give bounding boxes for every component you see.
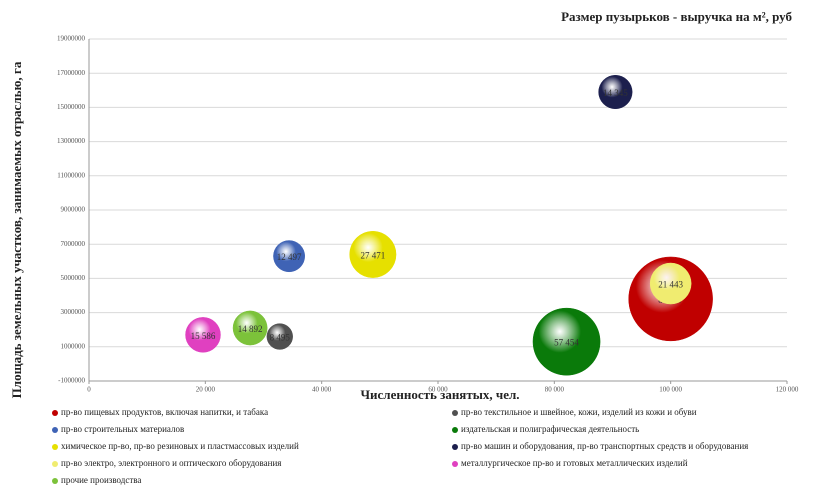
bubble-label: 57 454 xyxy=(554,338,579,348)
x-tick-label: 80 000 xyxy=(545,386,565,394)
bubble-label: 14 345 xyxy=(603,88,628,98)
bubble-label: 8 495 xyxy=(270,333,291,343)
y-tick-label: 11000000 xyxy=(57,171,85,179)
y-tick-label: 15000000 xyxy=(57,103,86,111)
legend-label: издательская и полиграфическая деятельно… xyxy=(461,424,639,434)
y-tick-label: 1000000 xyxy=(61,342,86,350)
legend-label: пр-во пищевых продуктов, включая напитки… xyxy=(61,407,268,417)
y-tick-label: -1000000 xyxy=(58,377,85,385)
legend-label: пр-во строительных материалов xyxy=(61,424,184,434)
legend-swatch xyxy=(52,410,58,416)
y-tick-label: 13000000 xyxy=(57,137,86,145)
y-tick-label: 5000000 xyxy=(61,274,86,282)
legend-label: металлургическое пр-во и готовых металли… xyxy=(461,458,688,468)
y-tick-label: 3000000 xyxy=(61,308,86,316)
legend-label: прочие производства xyxy=(61,475,141,485)
bubble xyxy=(598,74,633,110)
legend-swatch xyxy=(452,444,458,450)
y-tick-label: 17000000 xyxy=(57,69,86,77)
x-tick-label: 40 000 xyxy=(312,386,332,394)
bubble-label: 12 497 xyxy=(277,252,302,262)
x-tick-label: 20 000 xyxy=(196,386,216,394)
y-axis-label: Площадь земельных участков, занимаемых о… xyxy=(9,61,24,398)
bubble-label: 15 586 xyxy=(191,331,216,341)
x-tick-label: 120 000 xyxy=(776,386,799,394)
bubble xyxy=(273,240,305,273)
legend-label: пр-во электро, электронного и оптическог… xyxy=(61,458,281,468)
x-tick-label: 60 000 xyxy=(428,386,448,394)
bubble-label: 21 443 xyxy=(658,280,683,290)
bubble xyxy=(649,262,692,305)
legend-label: пр-во текстильное и швейное, кожи, издел… xyxy=(461,407,697,417)
bubble xyxy=(349,231,397,278)
x-tick-label: 100 000 xyxy=(659,386,682,394)
bubble xyxy=(532,307,601,376)
legend-swatch xyxy=(52,461,58,467)
y-tick-label: 9000000 xyxy=(61,206,86,214)
legend-label: пр-во машин и оборудования, пр-во трансп… xyxy=(461,441,748,451)
bubble xyxy=(185,317,221,353)
legend-swatch xyxy=(452,427,458,433)
legend-label: химическое пр-во, пр-во резиновых и плас… xyxy=(61,441,299,451)
x-tick-label: 0 xyxy=(87,386,91,394)
legend-swatch xyxy=(452,461,458,467)
x-axis-label: Численность занятых, чел. xyxy=(360,387,519,402)
legend-swatch xyxy=(452,410,458,416)
chart-title: Размер пузырьков - выручка на м², руб xyxy=(561,9,792,24)
legend-swatch xyxy=(52,427,58,433)
bubble xyxy=(232,310,268,346)
legend-swatch xyxy=(52,444,58,450)
legend-swatch xyxy=(52,478,58,484)
y-tick-label: 7000000 xyxy=(61,240,86,248)
bubble-label: 27 471 xyxy=(360,251,385,261)
bubble xyxy=(266,323,293,350)
y-tick-label: 19000000 xyxy=(57,35,86,43)
bubble-label: 14 892 xyxy=(238,324,263,334)
